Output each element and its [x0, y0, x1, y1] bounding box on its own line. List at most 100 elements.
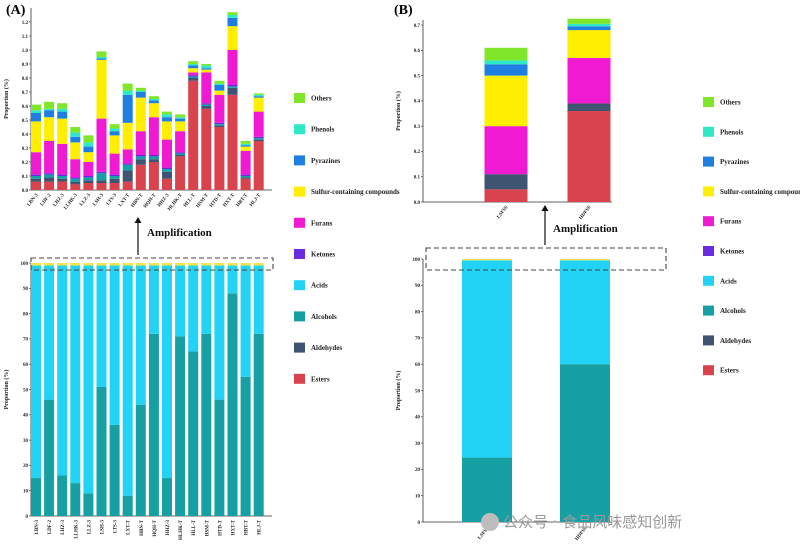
bar-segment-aldehydes	[567, 103, 611, 111]
legend-swatch	[294, 217, 305, 228]
bar-segment-aldehydes	[484, 174, 528, 190]
legend-swatch	[703, 126, 714, 137]
legend-swatch	[703, 335, 714, 346]
y-tick-label: 0.3	[22, 147, 29, 152]
bar-segment-pyrazines	[214, 85, 225, 91]
y-tick-label: 40	[23, 414, 29, 419]
legend-label: Pyrazines	[720, 158, 749, 166]
bar-segment-furans	[567, 57, 611, 104]
x-tick-label: HXT-T	[223, 193, 237, 209]
bar-segment-others	[162, 111, 172, 115]
bar-segment-ketones	[201, 103, 212, 105]
bar-segment-sulfur-containing-compounds	[240, 146, 251, 151]
bar-segment-alcohols	[44, 399, 55, 516]
bar-segment-furans	[162, 139, 172, 168]
y-tick-label: 10	[415, 495, 421, 500]
bar-segment-ketones	[240, 174, 251, 176]
bar-segment-phenols	[70, 132, 81, 137]
bar-segment-pyrazines	[44, 110, 55, 118]
x-tick-label: HLJ-T	[249, 193, 262, 208]
y-tick-label: 0.4	[22, 133, 29, 138]
bar-segment-others	[122, 83, 133, 91]
bar-segment-alcohols	[214, 399, 225, 516]
bar-segment-phenols	[148, 99, 159, 101]
bar-segment-furans	[253, 111, 264, 137]
bar-segment-alcohols	[188, 76, 199, 78]
y-tick-label: 0.7	[414, 24, 421, 29]
bar-segment-phenols	[135, 90, 146, 92]
legend-a: Others Phenols Pyrazines Sulfur-containing …	[294, 93, 400, 384]
bar-segment-phenols	[214, 83, 225, 85]
bar-segment-sulfur-containing-compounds	[122, 122, 133, 150]
bar-segment-alcohols	[31, 478, 41, 516]
x-tick-label: LLHK-3	[63, 193, 79, 211]
x-tick-label: HBT-T	[236, 193, 250, 209]
bar-segment-acids	[109, 265, 120, 425]
bar-segment-sulfur-containing-compounds	[214, 90, 225, 95]
legend-label: Pyrazines	[311, 157, 340, 165]
bar-segment-furans	[109, 153, 120, 175]
bar-segment-alcohols	[175, 153, 186, 155]
legend-label: Alcohols	[311, 313, 337, 321]
amplification-arrow-b-head	[541, 205, 549, 211]
bar-segment-sulfur-containing-compounds	[96, 59, 107, 119]
bar-segment-pyrazines	[188, 65, 199, 69]
bar-segment-other-classes	[70, 263, 81, 266]
y-tick-label: 0.3	[414, 125, 421, 130]
wechat-icon	[481, 513, 499, 531]
bar-segment-phenols	[96, 57, 107, 59]
bar-segment-other-classes	[44, 263, 55, 266]
bar-segment-furans	[188, 72, 199, 76]
bar-segment-esters	[31, 181, 41, 190]
bar-segment-aldehydes	[214, 125, 225, 127]
bar-segment-acids	[214, 265, 225, 400]
bar-segment-other-classes	[214, 263, 225, 266]
bar-segment-acids	[70, 265, 81, 484]
legend-swatch	[703, 156, 714, 167]
bar-segment-furans	[148, 117, 159, 155]
bar-segment-acids	[96, 265, 107, 387]
bar-segment-furans	[214, 94, 225, 123]
x-tick-label: LTS-3	[114, 520, 119, 534]
y-tick-label: 0.1	[414, 176, 421, 181]
legend-label: Sulfur-containing compounds	[311, 188, 400, 196]
bar-segment-others	[175, 114, 186, 118]
bar-segment-alcohols	[162, 169, 172, 172]
bar-segment-others	[214, 80, 225, 84]
legend-label: Furans	[720, 218, 742, 226]
bar-segment-other-classes	[96, 263, 107, 266]
bar-segment-other-classes	[148, 263, 159, 266]
x-tick-label: LSFSS	[497, 205, 510, 220]
bar-segment-furans	[484, 126, 528, 175]
bar-segment-other-classes	[253, 263, 264, 266]
y-tick-label: 70	[415, 337, 421, 342]
x-tick-label: HLJ-T	[258, 519, 263, 534]
bar-segment-pyrazines	[567, 26, 611, 31]
x-tick-label: LTS-3	[106, 193, 118, 207]
legend-swatch	[703, 365, 714, 376]
bar-segment-aldehydes	[175, 155, 186, 157]
bar-segment-other-classes	[83, 263, 94, 266]
bar-segment-others	[83, 135, 94, 143]
legend-swatch	[294, 280, 305, 291]
bar-segment-esters	[175, 156, 186, 190]
bar-segment-acids	[201, 265, 212, 334]
legend-label: Furans	[311, 219, 333, 227]
bar-segment-sulfur-containing-compounds	[31, 121, 41, 153]
bar-segment-alcohols	[96, 386, 107, 516]
bar-segment-aldehydes	[253, 139, 264, 141]
legend-swatch	[703, 97, 714, 107]
y-tick-label: 100	[21, 262, 29, 267]
x-tick-label: HLL-T	[192, 519, 197, 535]
y-tick-label: 40	[415, 416, 421, 421]
bar-segment-alcohols	[240, 176, 251, 178]
bar-segment-alcohols	[201, 333, 212, 516]
y-tick-label: 20	[23, 464, 29, 469]
bar-segment-phenols	[122, 90, 133, 95]
bar-segment-aldehydes	[57, 178, 68, 182]
bar-segment-alcohols	[253, 333, 264, 516]
bar-segment-esters	[148, 162, 159, 190]
bar-segment-alcohols	[57, 475, 68, 516]
bar-segment-other-classes	[188, 263, 199, 266]
